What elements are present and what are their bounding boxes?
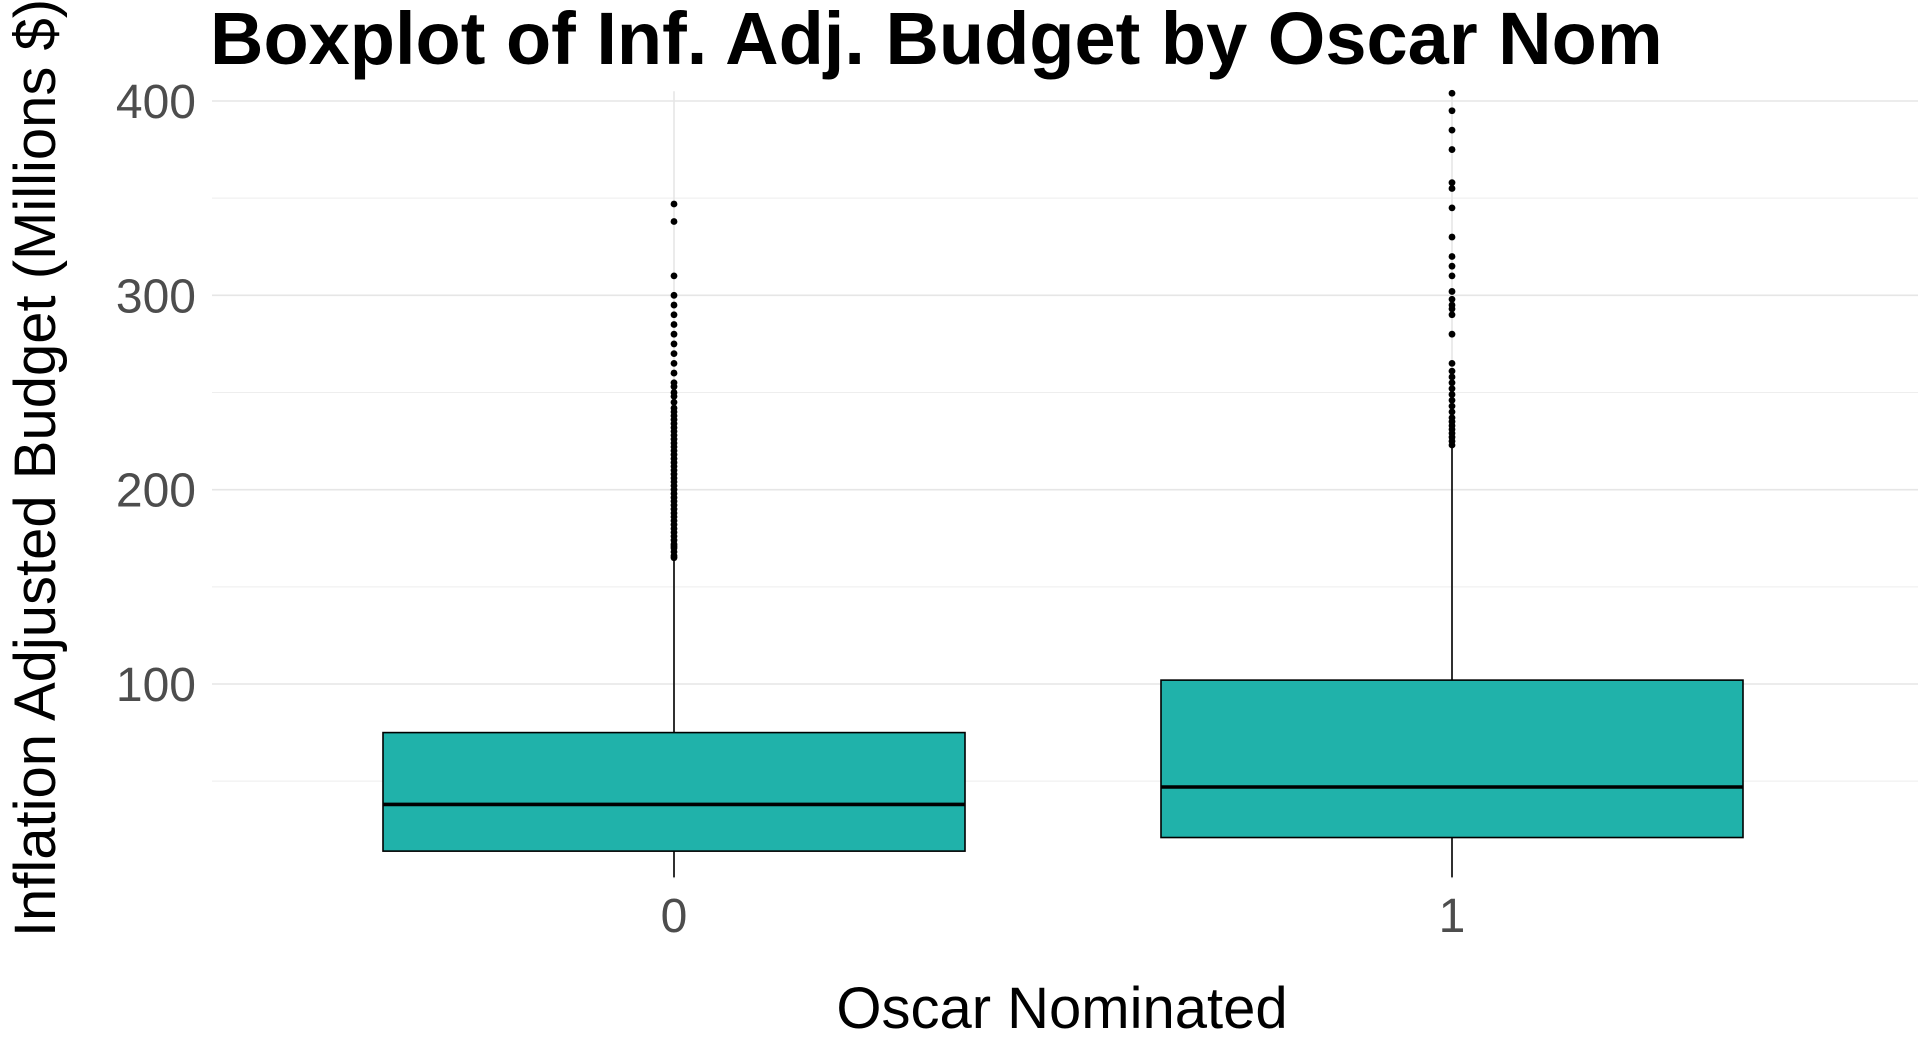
outlier-point: [1448, 367, 1456, 375]
outlier-point: [1448, 379, 1456, 387]
y-axis-title: Inflation Adjusted Budget (Millions $): [3, 0, 68, 937]
outlier-point: [670, 272, 678, 280]
outlier-point: [1448, 414, 1456, 422]
outlier-point: [1448, 359, 1456, 367]
outlier-point: [1448, 253, 1456, 260]
outlier-point: [670, 340, 678, 348]
outlier-point: [670, 200, 678, 208]
outlier-point: [1448, 311, 1456, 319]
y-tick-label: 100: [116, 659, 196, 712]
outlier-point: [1448, 89, 1456, 97]
outlier-point: [670, 330, 678, 338]
x-tick-label: 1: [1439, 890, 1466, 943]
outlier-point: [670, 398, 678, 406]
tick-labels: 100 200 300 400 0 1: [116, 76, 1465, 943]
outlier-point: [1448, 272, 1456, 280]
outlier-point: [1448, 233, 1456, 241]
outlier-point: [1448, 179, 1456, 187]
outlier-point: [670, 291, 678, 299]
outlier-point: [670, 218, 678, 225]
outlier-point: [1448, 126, 1456, 134]
outlier-point: [670, 359, 678, 367]
outlier-point: [1448, 288, 1456, 295]
outlier-point: [1448, 146, 1456, 153]
outlier-point: [1448, 185, 1456, 192]
outlier-point: [1448, 107, 1456, 115]
outlier-point: [670, 404, 678, 412]
y-tick-label: 400: [116, 76, 196, 129]
iqr-box: [1160, 679, 1744, 839]
y-tick-label: 200: [116, 465, 196, 518]
outlier-point: [1448, 373, 1456, 381]
outlier-point: [1448, 391, 1456, 398]
outlier-point: [1448, 262, 1456, 270]
outlier-point: [670, 379, 678, 387]
outlier-point: [1448, 330, 1456, 338]
outlier-point: [670, 389, 678, 396]
outlier-point: [1448, 204, 1456, 212]
outlier-point: [1448, 396, 1456, 404]
y-tick-label: 300: [116, 270, 196, 323]
outlier-point: [670, 311, 678, 319]
outlier-point: [1448, 402, 1456, 410]
outlier-point: [1448, 385, 1456, 393]
x-tick-label: 0: [661, 890, 688, 943]
boxes-layer: [382, 89, 1744, 878]
x-axis-title: Oscar Nominated: [836, 976, 1287, 1041]
outlier-point: [670, 350, 678, 358]
iqr-box: [382, 731, 966, 852]
chart-title: Boxplot of Inf. Adj. Budget by Oscar Nom: [210, 0, 1663, 80]
outlier-point: [670, 321, 678, 328]
box-group: [382, 200, 966, 878]
outlier-point: [670, 301, 678, 309]
box-group: [1160, 89, 1744, 878]
outlier-point: [670, 369, 678, 377]
outlier-point: [1448, 408, 1456, 416]
outlier-point: [1448, 295, 1456, 303]
outlier-point: [1448, 301, 1456, 309]
